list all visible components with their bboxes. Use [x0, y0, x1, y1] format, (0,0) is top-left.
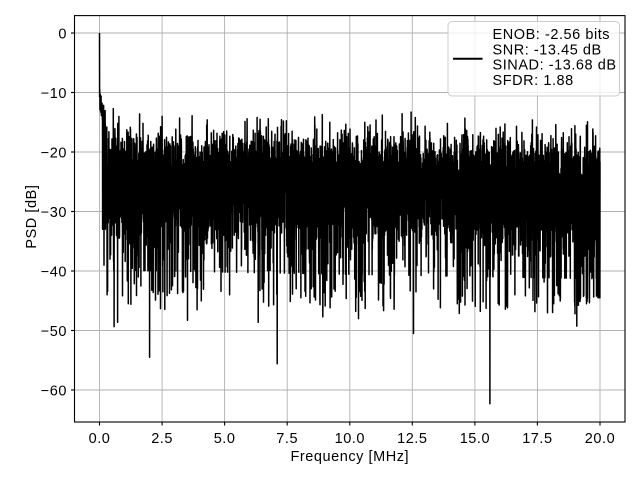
svg-text:PSD [dB]: PSD [dB]	[24, 185, 40, 249]
svg-text:SINAD: -13.68 dB: SINAD: -13.68 dB	[493, 58, 617, 74]
svg-text:ENOB: -2.56 bits: ENOB: -2.56 bits	[493, 27, 611, 43]
svg-text:2.5: 2.5	[151, 431, 173, 447]
svg-text:20.0: 20.0	[585, 431, 615, 447]
svg-text:Frequency [MHz]: Frequency [MHz]	[290, 449, 409, 465]
svg-text:−50: −50	[41, 324, 67, 340]
svg-text:−10: −10	[41, 86, 67, 102]
svg-text:10.0: 10.0	[335, 431, 365, 447]
svg-text:SNR: -13.45 dB: SNR: -13.45 dB	[493, 42, 602, 58]
svg-text:5.0: 5.0	[214, 431, 236, 447]
svg-text:−60: −60	[41, 383, 67, 399]
svg-text:7.5: 7.5	[276, 431, 298, 447]
svg-text:0: 0	[58, 26, 67, 42]
svg-text:−40: −40	[41, 264, 67, 280]
svg-text:15.0: 15.0	[460, 431, 490, 447]
svg-text:−20: −20	[41, 145, 67, 161]
svg-text:12.5: 12.5	[397, 431, 427, 447]
svg-text:17.5: 17.5	[522, 431, 552, 447]
svg-text:0.0: 0.0	[89, 431, 111, 447]
svg-text:SFDR: 1.88: SFDR: 1.88	[493, 73, 574, 89]
svg-text:−30: −30	[41, 205, 67, 221]
